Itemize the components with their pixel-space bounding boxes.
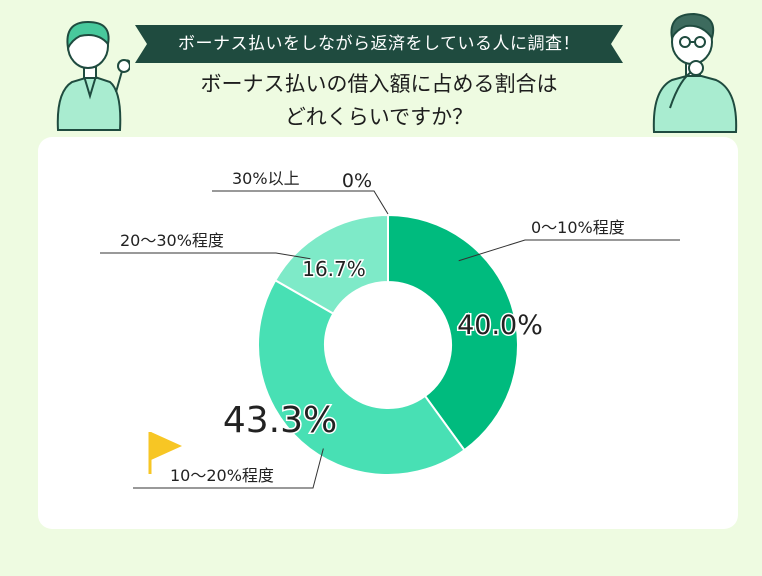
banner-ribbon-shape bbox=[135, 25, 623, 63]
category-label-10-20: 10〜20%程度 bbox=[170, 466, 274, 485]
donut-slice-2 bbox=[257, 278, 466, 476]
question-heading-line-2: どれくらいですか？ bbox=[284, 105, 474, 129]
leader-line-10-20 bbox=[133, 448, 324, 489]
man-thinking-illustration bbox=[652, 12, 738, 133]
value-label-20-30: 16.7% bbox=[302, 257, 366, 281]
value-label-10-20: 43.3% bbox=[223, 400, 337, 441]
leader-line-0-10 bbox=[458, 239, 680, 262]
flag-icon bbox=[151, 432, 182, 460]
survey-banner: ボーナス払いをしながら返済をしている人に調査！ bbox=[135, 25, 623, 63]
category-label-20-30: 20〜30%程度 bbox=[120, 231, 224, 250]
leader-line-20-30 bbox=[100, 252, 311, 260]
category-label-30-plus: 30%以上 bbox=[232, 169, 300, 188]
donut-slice-1 bbox=[387, 213, 519, 452]
question-heading: ボーナス払いの借入額に占める割合は どれくらいですか？ bbox=[140, 68, 618, 134]
banner-text: ボーナス払いをしながら返済をしている人に調査！ bbox=[178, 34, 580, 54]
woman-pointing-illustration bbox=[56, 20, 130, 131]
leader-line-30-plus bbox=[212, 190, 389, 215]
value-label-30-plus: 0% bbox=[342, 170, 372, 192]
donut-slice-3 bbox=[273, 213, 389, 315]
category-label-0-10: 0〜10%程度 bbox=[531, 218, 625, 237]
question-heading-line-1: ボーナス払いの借入額に占める割合は bbox=[200, 72, 558, 96]
value-label-0-10: 40.0% bbox=[457, 310, 543, 341]
